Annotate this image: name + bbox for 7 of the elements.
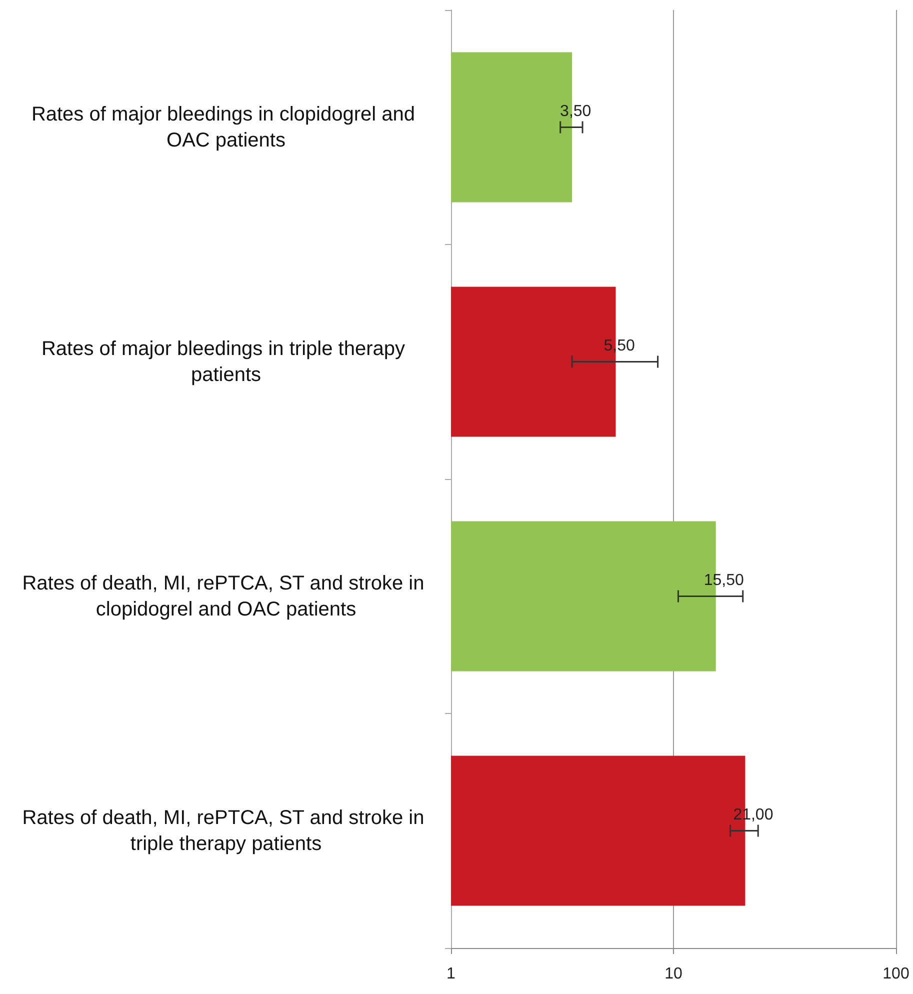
x-tick-label: 100 bbox=[882, 966, 910, 982]
x-tick-label: 1 bbox=[446, 966, 456, 982]
x-tick-label: 10 bbox=[664, 966, 682, 982]
y-tick-label: Rates of death, MI, rePTCA, ST and stroke in clopidogrel and OAC patients bbox=[22, 572, 430, 620]
y-tick-label: Rates of death, MI, rePTCA, ST and stroke in triple therapy patients bbox=[22, 806, 430, 855]
y-tick-label: Rates of major bleedings in clopidogrel and OAC patients bbox=[31, 103, 421, 152]
y-tick-label: Rates of major bleedings in triple therapy patients bbox=[41, 338, 411, 386]
